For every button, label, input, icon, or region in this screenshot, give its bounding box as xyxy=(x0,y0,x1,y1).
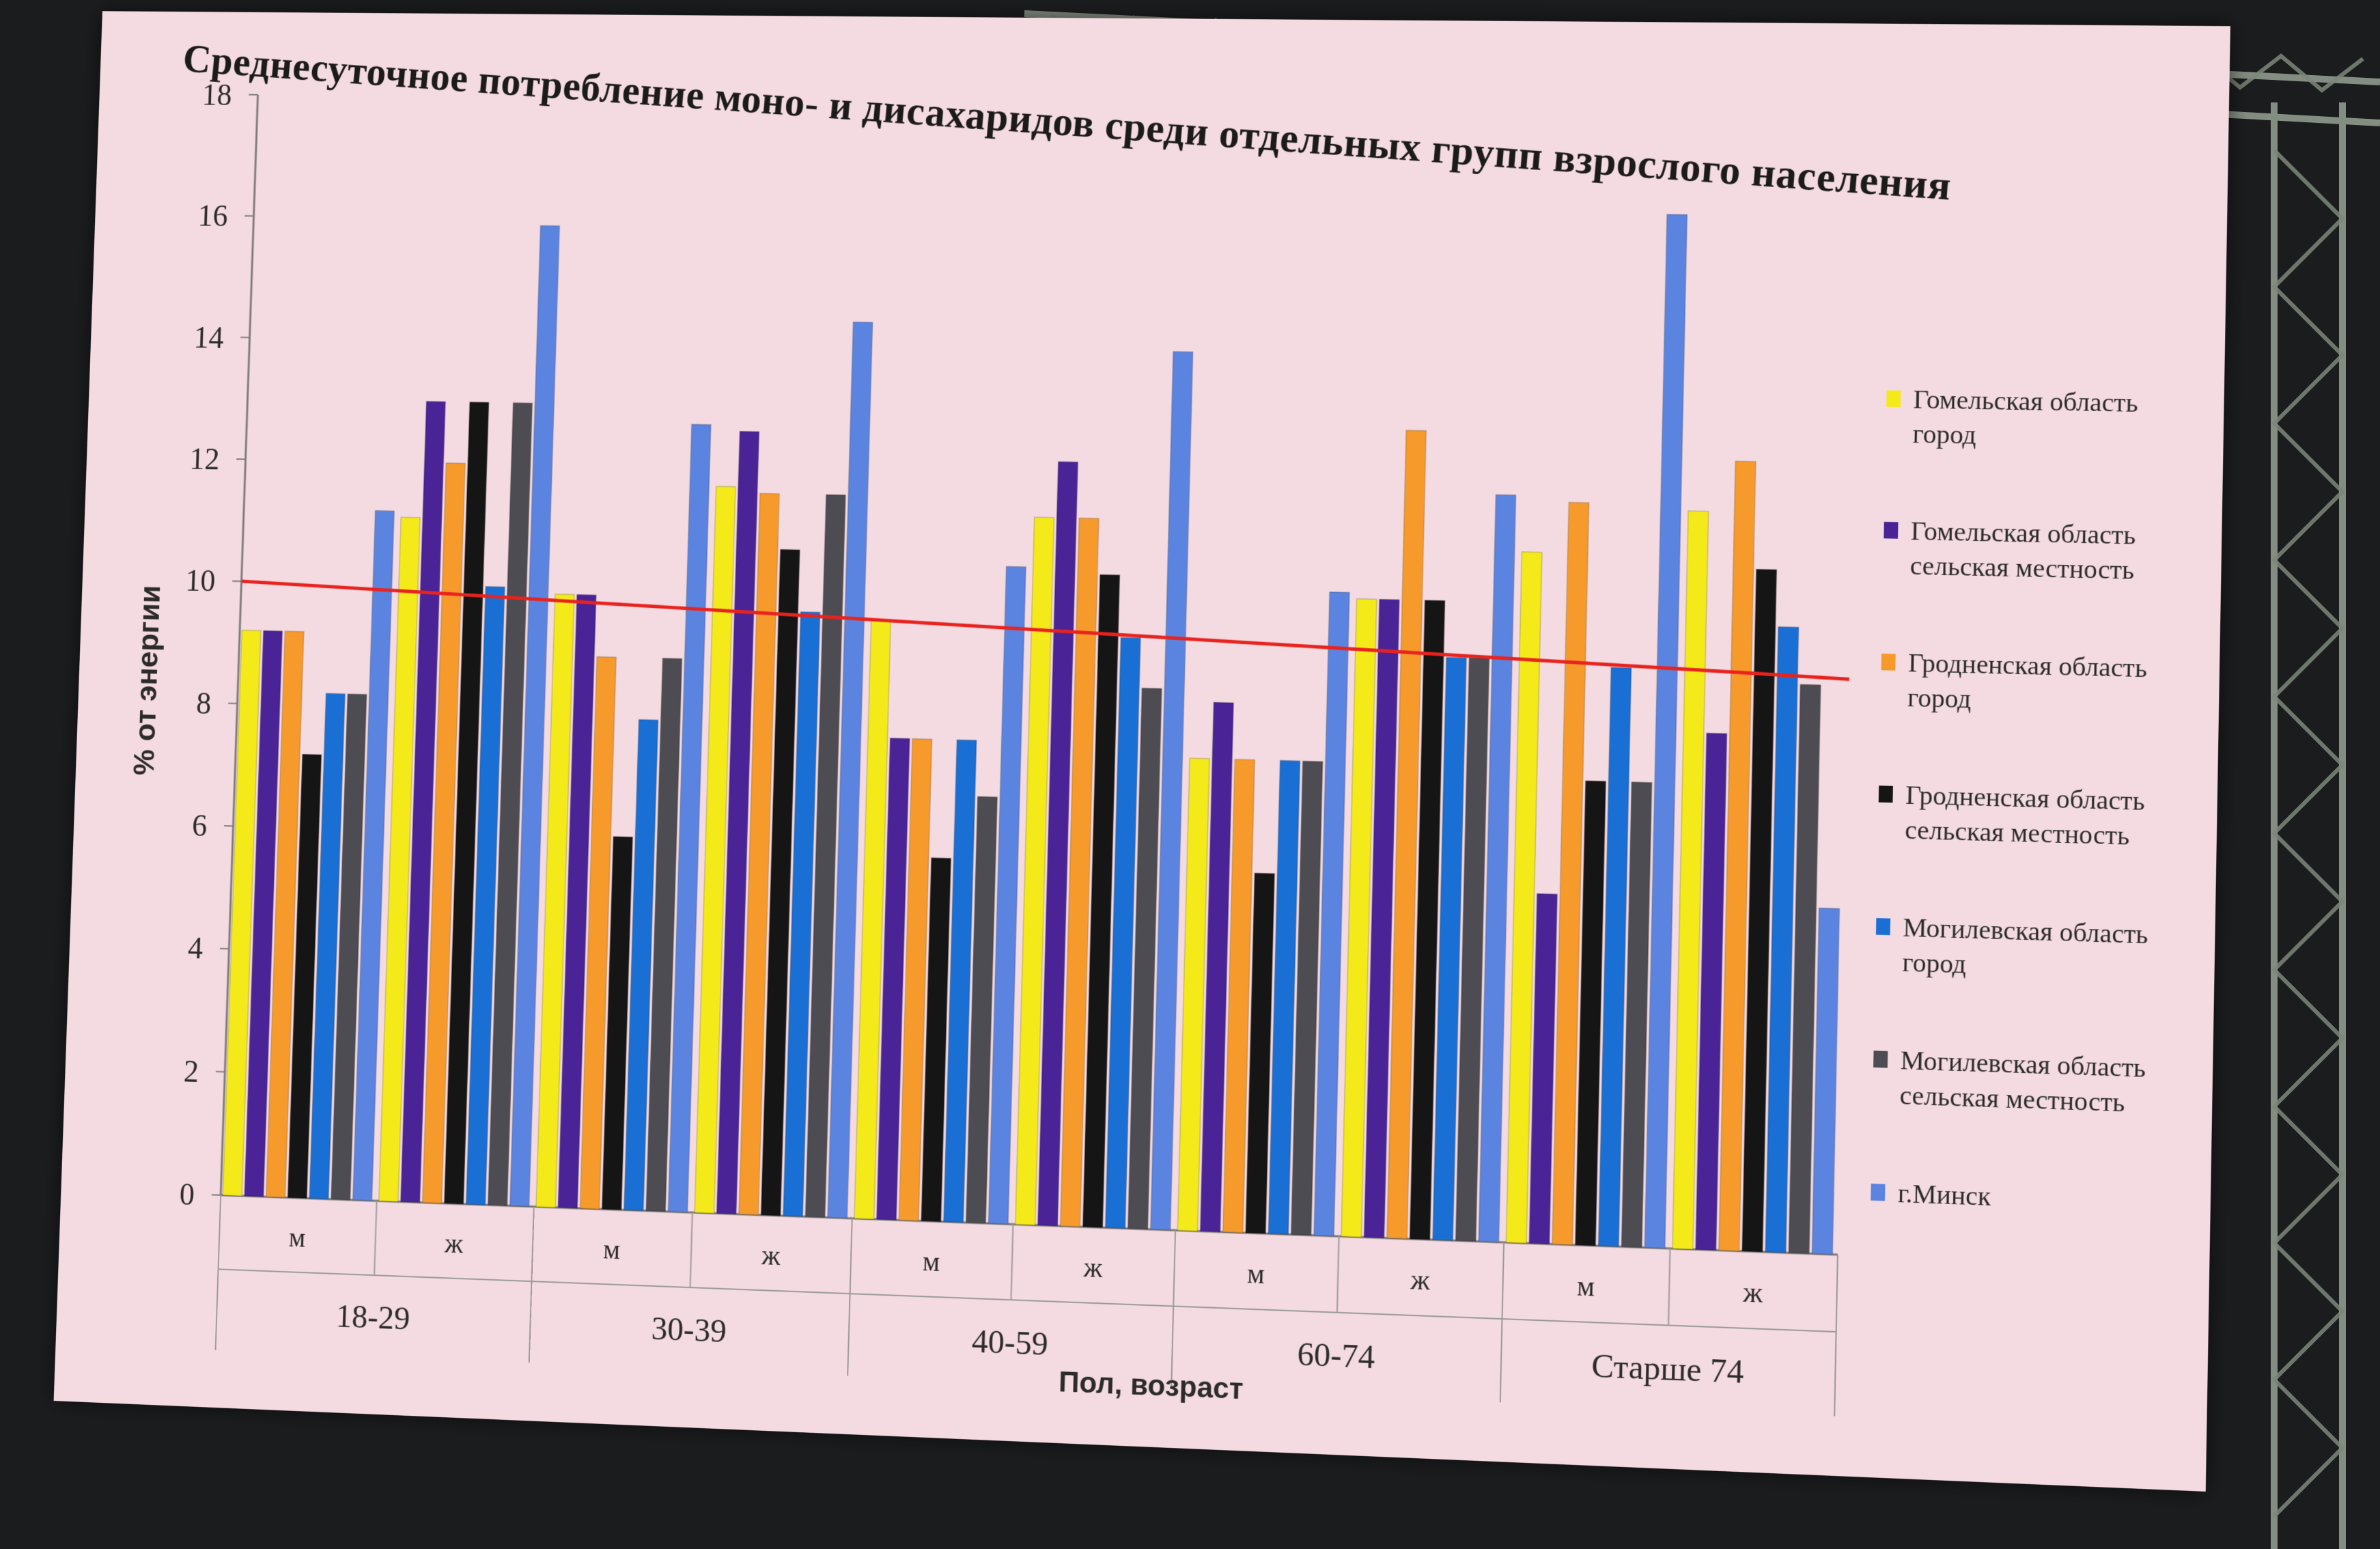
y-tick-label: 18 xyxy=(201,78,232,112)
legend-swatch xyxy=(1886,390,1901,407)
x-axis-tick-line xyxy=(848,1218,852,1376)
x-category-label: м xyxy=(1247,1259,1265,1289)
legend-swatch xyxy=(1879,785,1893,803)
x-category-label: м xyxy=(1577,1271,1595,1302)
legend-label: г.Минск xyxy=(1898,1179,1991,1212)
x-axis-tick-line xyxy=(1337,1236,1339,1313)
legend-label: Гродненская область сельская местность xyxy=(1905,781,2145,851)
y-tick-label: 8 xyxy=(196,686,212,720)
x-group-label: 18-29 xyxy=(335,1298,410,1337)
legend-label: Гомельская область город xyxy=(1912,385,2138,450)
legend-item: Гомельская область город xyxy=(1884,382,2199,519)
x-category-label: м xyxy=(923,1246,940,1277)
x-group-label: 40-59 xyxy=(971,1324,1048,1363)
legend-label: Могилевская область город xyxy=(1902,913,2148,979)
bar-series-area xyxy=(223,198,1853,1255)
x-category-label: ж xyxy=(444,1229,464,1259)
bar-series-7 xyxy=(1812,908,1839,1254)
y-tick-label: 6 xyxy=(191,809,208,843)
y-tick-label: 0 xyxy=(179,1177,195,1212)
legend-swatch xyxy=(1881,654,1896,671)
y-tick-label: 10 xyxy=(185,563,216,598)
y-tick-label: 12 xyxy=(189,442,220,476)
x-group-label: 60-74 xyxy=(1297,1336,1375,1376)
x-category-label: ж xyxy=(761,1240,781,1271)
x-axis-tick-line xyxy=(374,1201,377,1275)
legend-label: Гродненская область город xyxy=(1907,649,2148,714)
legend-item: Могилевская область сельская местность xyxy=(1871,1042,2188,1186)
legend-item: Гомельская область сельская местность xyxy=(1881,514,2197,652)
presentation-slide: Среднесуточное потребление моно- и дисах… xyxy=(54,11,2230,1492)
legend-swatch xyxy=(1876,918,1890,935)
x-axis-title: Пол, возраст xyxy=(1059,1365,1244,1405)
legend-item: Гродненская область сельская местность xyxy=(1877,777,2193,919)
x-axis-tick-line xyxy=(529,1207,534,1363)
legend: Гомельская область город Гомельская облас… xyxy=(1870,382,2199,1242)
legend-swatch xyxy=(1884,522,1898,539)
x-category-label: ж xyxy=(1742,1277,1763,1309)
x-axis-tick-line xyxy=(216,1195,221,1350)
x-group-label: 30-39 xyxy=(651,1311,727,1350)
x-axis-tick-line xyxy=(1500,1242,1504,1402)
x-category-label: м xyxy=(603,1235,621,1266)
y-tick-label: 2 xyxy=(183,1054,199,1089)
x-category-label: ж xyxy=(1082,1253,1104,1283)
y-tick-label: 14 xyxy=(193,320,224,354)
y-axis-title: % от энергии xyxy=(128,585,167,775)
legend-item: Могилевская область город xyxy=(1874,910,2190,1052)
y-tick-label: 16 xyxy=(197,199,228,233)
x-axis-tick-line xyxy=(1171,1230,1175,1389)
legend-label: Гомельская область сельская местность xyxy=(1909,517,2136,585)
y-tick-label: 4 xyxy=(187,931,204,966)
legend-swatch xyxy=(1873,1050,1888,1067)
legend-item: г.Минск xyxy=(1870,1175,2185,1243)
legend-swatch xyxy=(1871,1184,1885,1201)
x-category-label: ж xyxy=(1410,1265,1431,1296)
x-group-label: Старше 74 xyxy=(1591,1348,1744,1391)
legend-label: Могилевская область сельская местность xyxy=(1899,1046,2146,1117)
x-axis-tick-line xyxy=(1011,1225,1013,1300)
x-axis-tick-line xyxy=(1834,1255,1838,1416)
x-axis-tick-line xyxy=(1668,1248,1670,1325)
x-axis-tick-line xyxy=(690,1212,692,1287)
x-category-label: м xyxy=(288,1223,306,1253)
legend-item: Гродненская область город xyxy=(1879,645,2194,785)
